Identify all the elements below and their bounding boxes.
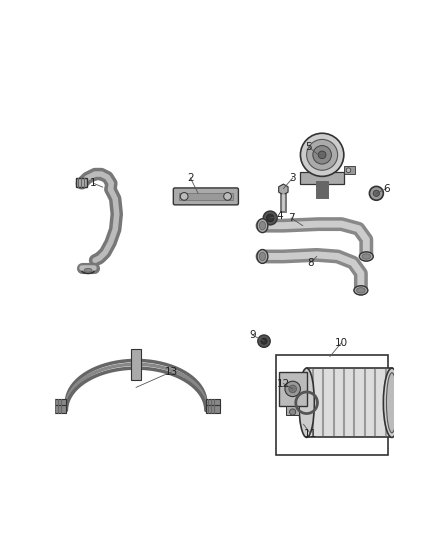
Text: 4: 4 (276, 212, 283, 221)
Text: 2: 2 (187, 173, 194, 183)
Ellipse shape (357, 288, 365, 293)
Ellipse shape (259, 252, 265, 261)
Circle shape (300, 133, 344, 176)
Text: 11: 11 (304, 429, 317, 439)
Ellipse shape (257, 249, 268, 263)
Circle shape (261, 338, 267, 344)
Ellipse shape (386, 373, 397, 433)
Circle shape (224, 192, 231, 200)
Bar (300, 172, 344, 184)
Circle shape (180, 192, 188, 200)
Text: 5: 5 (306, 142, 312, 152)
Bar (53, 405, 67, 413)
Text: 6: 6 (383, 184, 390, 193)
Circle shape (318, 151, 326, 159)
Ellipse shape (82, 267, 94, 273)
Text: 9: 9 (249, 330, 256, 340)
Ellipse shape (299, 368, 314, 438)
Bar (206, 405, 220, 413)
Text: 7: 7 (288, 213, 294, 223)
Bar (131, 349, 141, 379)
Bar (77, 178, 87, 187)
Ellipse shape (354, 286, 368, 295)
Bar (179, 192, 233, 200)
Bar (279, 372, 307, 406)
Ellipse shape (259, 221, 265, 230)
Bar (276, 355, 388, 455)
Circle shape (263, 211, 277, 225)
Bar (53, 399, 67, 407)
Bar (286, 406, 299, 415)
Text: 3: 3 (290, 173, 296, 183)
Circle shape (290, 409, 296, 415)
Circle shape (307, 140, 338, 170)
Text: 12: 12 (277, 378, 290, 389)
Circle shape (369, 187, 383, 200)
Text: 8: 8 (307, 257, 314, 268)
Text: 13: 13 (164, 367, 178, 377)
Circle shape (313, 146, 332, 164)
Bar (344, 166, 355, 174)
Bar (206, 399, 220, 407)
Ellipse shape (359, 252, 373, 261)
Ellipse shape (257, 219, 268, 232)
Text: 1: 1 (90, 179, 97, 188)
Ellipse shape (383, 368, 400, 438)
Circle shape (373, 190, 379, 196)
Circle shape (289, 385, 297, 393)
Bar (396, 368, 404, 384)
Circle shape (258, 335, 270, 348)
Ellipse shape (362, 254, 371, 259)
FancyBboxPatch shape (173, 188, 238, 205)
Text: 10: 10 (335, 338, 348, 348)
Circle shape (266, 214, 274, 222)
Circle shape (285, 381, 300, 397)
Circle shape (346, 168, 351, 173)
Bar (396, 422, 404, 438)
Bar (307, 368, 392, 438)
Ellipse shape (84, 269, 92, 272)
